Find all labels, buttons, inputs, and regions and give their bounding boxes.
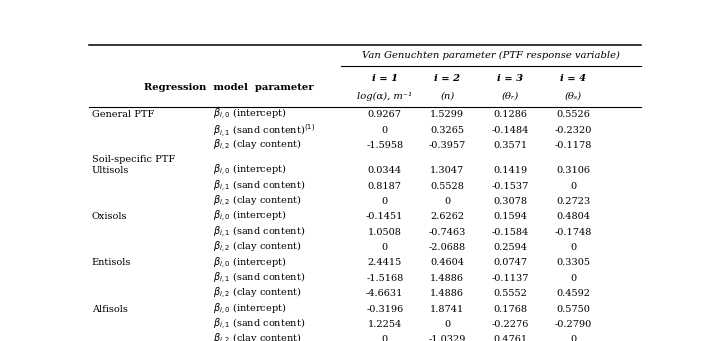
- Text: 0.8187: 0.8187: [368, 182, 401, 191]
- Text: $\beta_{i,0}$ (intercept): $\beta_{i,0}$ (intercept): [213, 107, 287, 122]
- Text: $\beta_{i,2}$ (clay content): $\beta_{i,2}$ (clay content): [213, 240, 302, 255]
- Text: 0.5528: 0.5528: [430, 182, 464, 191]
- Text: log(α), m⁻¹: log(α), m⁻¹: [357, 91, 412, 101]
- Text: 2.4415: 2.4415: [368, 258, 402, 267]
- Text: 0: 0: [381, 335, 388, 341]
- Text: Soil-specific PTF: Soil-specific PTF: [92, 155, 175, 164]
- Text: 1.3047: 1.3047: [430, 166, 464, 175]
- Text: 0: 0: [381, 243, 388, 252]
- Text: 0.0344: 0.0344: [368, 166, 402, 175]
- Text: 1.2254: 1.2254: [368, 320, 402, 329]
- Text: 0: 0: [570, 182, 576, 191]
- Text: 0: 0: [444, 197, 450, 206]
- Text: $\beta_{i,1}$ (sand content): $\beta_{i,1}$ (sand content): [213, 225, 306, 240]
- Text: -0.2790: -0.2790: [555, 320, 592, 329]
- Text: -4.6631: -4.6631: [366, 289, 404, 298]
- Text: 0: 0: [570, 243, 576, 252]
- Text: Oxisols: Oxisols: [92, 212, 128, 221]
- Text: -0.2276: -0.2276: [491, 320, 529, 329]
- Text: $\beta_{i,0}$ (intercept): $\beta_{i,0}$ (intercept): [213, 255, 287, 270]
- Text: $\beta_{i,1}$ (sand content): $\beta_{i,1}$ (sand content): [213, 179, 306, 194]
- Text: 2.6262: 2.6262: [430, 212, 464, 221]
- Text: 0: 0: [381, 125, 388, 135]
- Text: Ultisols: Ultisols: [92, 166, 129, 175]
- Text: $\beta_{i,0}$ (intercept): $\beta_{i,0}$ (intercept): [213, 209, 287, 224]
- Text: 0.3078: 0.3078: [493, 197, 527, 206]
- Text: -0.1584: -0.1584: [491, 228, 529, 237]
- Text: 0.3305: 0.3305: [556, 258, 590, 267]
- Text: 1.4886: 1.4886: [430, 289, 464, 298]
- Text: (n): (n): [440, 92, 454, 101]
- Text: 0: 0: [381, 197, 388, 206]
- Text: 0.4604: 0.4604: [430, 258, 464, 267]
- Text: -0.1537: -0.1537: [491, 182, 529, 191]
- Text: 0.9267: 0.9267: [368, 110, 401, 119]
- Text: $\beta_{i,0}$ (intercept): $\beta_{i,0}$ (intercept): [213, 301, 287, 317]
- Text: 0.5552: 0.5552: [493, 289, 527, 298]
- Text: i = 4: i = 4: [560, 74, 586, 84]
- Text: $\beta_{i,1}$ (sand content): $\beta_{i,1}$ (sand content): [213, 271, 306, 286]
- Text: 1.8741: 1.8741: [430, 305, 464, 314]
- Text: 0.4804: 0.4804: [556, 212, 590, 221]
- Text: 0.4761: 0.4761: [493, 335, 527, 341]
- Text: -0.3957: -0.3957: [429, 141, 466, 150]
- Text: 0: 0: [570, 274, 576, 283]
- Text: 0.1768: 0.1768: [493, 305, 527, 314]
- Text: 1.0508: 1.0508: [368, 228, 401, 237]
- Text: -1.5168: -1.5168: [366, 274, 404, 283]
- Text: 1.5299: 1.5299: [430, 110, 464, 119]
- Text: General PTF: General PTF: [92, 110, 154, 119]
- Text: -0.1451: -0.1451: [366, 212, 404, 221]
- Text: $\beta_{i,1}$ (sand content)$^{(1)}$: $\beta_{i,1}$ (sand content)$^{(1)}$: [213, 122, 315, 138]
- Text: $\beta_{i,2}$ (clay content): $\beta_{i,2}$ (clay content): [213, 194, 302, 209]
- Text: 0.3106: 0.3106: [556, 166, 590, 175]
- Text: 0.4592: 0.4592: [556, 289, 590, 298]
- Text: (θᵣ): (θᵣ): [501, 92, 519, 101]
- Text: -0.3196: -0.3196: [366, 305, 404, 314]
- Text: Van Genuchten parameter (PTF response variable): Van Genuchten parameter (PTF response va…: [362, 51, 620, 60]
- Text: i = 1: i = 1: [371, 74, 398, 84]
- Text: $\beta_{i,1}$ (sand content): $\beta_{i,1}$ (sand content): [213, 317, 306, 332]
- Text: -0.1484: -0.1484: [491, 125, 529, 135]
- Text: 0.2723: 0.2723: [556, 197, 590, 206]
- Text: -1.5958: -1.5958: [366, 141, 404, 150]
- Text: $\beta_{i,2}$ (clay content): $\beta_{i,2}$ (clay content): [213, 332, 302, 341]
- Text: 0.3571: 0.3571: [493, 141, 527, 150]
- Text: 0.1594: 0.1594: [493, 212, 527, 221]
- Text: -0.2320: -0.2320: [555, 125, 592, 135]
- Text: i = 2: i = 2: [434, 74, 461, 84]
- Text: Entisols: Entisols: [92, 258, 131, 267]
- Text: -0.1178: -0.1178: [555, 141, 592, 150]
- Text: 0: 0: [570, 335, 576, 341]
- Text: 0.0747: 0.0747: [493, 258, 527, 267]
- Text: Regression  model  parameter: Regression model parameter: [144, 83, 314, 92]
- Text: -1.0329: -1.0329: [429, 335, 466, 341]
- Text: $\beta_{i,2}$ (clay content): $\beta_{i,2}$ (clay content): [213, 138, 302, 153]
- Text: -0.1137: -0.1137: [491, 274, 529, 283]
- Text: -2.0688: -2.0688: [429, 243, 466, 252]
- Text: Alfisols: Alfisols: [92, 305, 128, 314]
- Text: 1.4886: 1.4886: [430, 274, 464, 283]
- Text: 0.1286: 0.1286: [493, 110, 527, 119]
- Text: -0.7463: -0.7463: [429, 228, 466, 237]
- Text: 0: 0: [444, 320, 450, 329]
- Text: $\beta_{i,0}$ (intercept): $\beta_{i,0}$ (intercept): [213, 163, 287, 178]
- Text: 0.5750: 0.5750: [556, 305, 590, 314]
- Text: 0.3265: 0.3265: [430, 125, 464, 135]
- Text: i = 3: i = 3: [497, 74, 523, 84]
- Text: 0.2594: 0.2594: [493, 243, 527, 252]
- Text: $\beta_{i,2}$ (clay content): $\beta_{i,2}$ (clay content): [213, 286, 302, 301]
- Text: -0.1748: -0.1748: [555, 228, 592, 237]
- Text: (θₛ): (θₛ): [565, 92, 582, 101]
- Text: 0.1419: 0.1419: [493, 166, 527, 175]
- Text: 0.5526: 0.5526: [556, 110, 590, 119]
